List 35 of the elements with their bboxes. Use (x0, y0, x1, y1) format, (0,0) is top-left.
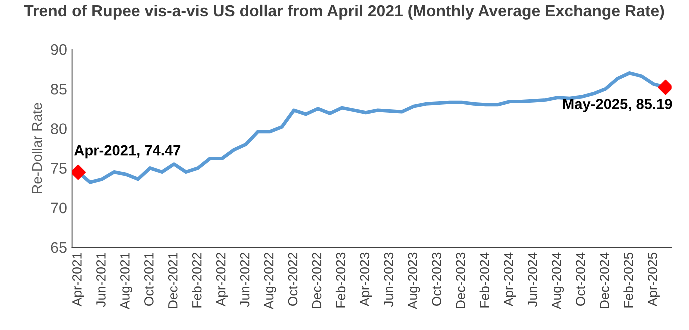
x-tick-label: Dec-2022 (312, 253, 322, 308)
x-tick-label: Feb-2024 (480, 252, 490, 308)
x-tick-label: Apr-2023 (360, 252, 372, 307)
x-tick-label: Aug-2021 (120, 253, 132, 310)
x-tick-label: Feb-2023 (336, 252, 346, 308)
y-tick-label: 70 (51, 202, 67, 214)
data-label: Apr-2021, 74.47 (74, 145, 181, 159)
x-tick-label: Oct-2023 (432, 252, 442, 306)
x-tick-label: Dec-2024 (600, 252, 610, 308)
x-tick-label: Apr-2022 (216, 253, 228, 307)
x-tick-label: Aug-2023 (408, 252, 420, 310)
x-tick-label: Oct-2024 (576, 252, 586, 306)
x-tick-label: Dec-2023 (456, 252, 466, 308)
x-tick-label: Oct-2022 (288, 253, 298, 306)
y-tick-label: 90 (51, 44, 67, 56)
x-tick-label: Aug-2024 (552, 252, 564, 310)
x-tick-label: Jun-2021 (96, 253, 106, 308)
x-tick-label: Oct-2021 (144, 253, 154, 306)
x-tick-label: Apr-2021 (72, 253, 84, 307)
y-tick-label: 85 (51, 84, 67, 95)
x-tick-label: Jun-2024 (528, 252, 538, 308)
data-label: May-2025, 85.19 (563, 99, 672, 112)
x-tick-label: Feb-2025 (624, 252, 634, 308)
x-tick-label: Jun-2023 (384, 252, 394, 308)
x-tick-label: Jun-2022 (240, 253, 250, 308)
y-tick-label: 75 (51, 163, 67, 174)
x-tick-label: Apr-2025 (648, 252, 660, 307)
x-tick-label: Dec-2021 (168, 253, 178, 308)
y-tick-label: 80 (51, 124, 67, 134)
x-tick-label: Feb-2022 (192, 253, 202, 308)
y-tick-label: 65 (51, 242, 67, 254)
x-tick-label: Apr-2024 (504, 252, 516, 307)
x-tick-label: Aug-2022 (264, 253, 276, 310)
y-axis-title: Re-Dollar Rate (32, 103, 42, 194)
chart-title: Trend of Rupee vis-a-vis US dollar from April 2021 (Monthly Average Exchange Rate) (24, 4, 664, 20)
